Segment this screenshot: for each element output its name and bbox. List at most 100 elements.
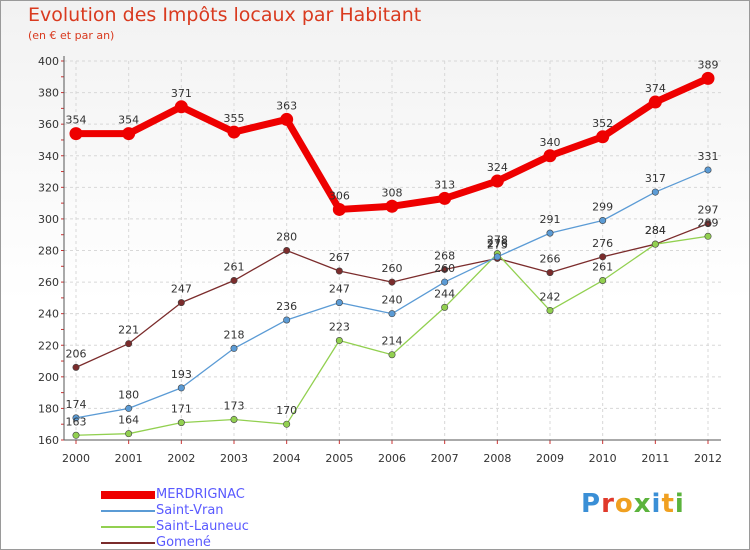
y-tick-label-160: 160 — [38, 434, 59, 447]
legend-label-saint-launeuc: Saint-Launeuc — [156, 519, 249, 534]
x-tick-label-2012: 2012 — [694, 452, 722, 465]
data-label-saint-launeuc-2004: 170 — [276, 404, 297, 417]
data-label-merdrignac-2000: 354 — [66, 114, 87, 127]
data-point-saint-vran-2002 — [177, 384, 185, 392]
data-point-gomen--2001 — [125, 340, 133, 348]
data-label-merdrignac-2004: 363 — [276, 99, 297, 112]
data-label-merdrignac-2010: 352 — [592, 117, 613, 130]
data-point-saint-launeuc-2006 — [388, 351, 396, 359]
data-label-merdrignac-2007: 313 — [434, 178, 455, 191]
data-point-gomen--2004 — [283, 247, 291, 255]
data-label-gomen--2012: 297 — [698, 204, 719, 217]
data-label-gomen--2004: 280 — [276, 231, 297, 244]
data-label-gomen--2005: 267 — [329, 251, 350, 264]
data-label-merdrignac-2001: 354 — [118, 114, 139, 127]
data-label-saint-vran-2003: 218 — [224, 328, 245, 341]
x-tick-label-2005: 2005 — [325, 452, 353, 465]
x-tick-label-2009: 2009 — [536, 452, 564, 465]
data-label-saint-launeuc-2000: 163 — [66, 415, 87, 428]
data-point-saint-launeuc-2012 — [704, 232, 712, 240]
data-label-gomen--2000: 206 — [66, 347, 87, 360]
logo-letter: i — [674, 489, 685, 519]
data-point-gomen--2000 — [72, 363, 80, 371]
data-point-merdrignac-2008 — [490, 174, 504, 188]
data-point-merdrignac-2002 — [174, 100, 188, 114]
data-point-saint-launeuc-2007 — [441, 303, 449, 311]
data-point-saint-launeuc-2005 — [335, 337, 343, 345]
data-point-saint-launeuc-2000 — [72, 431, 80, 439]
data-point-gomen--2012 — [704, 220, 712, 228]
data-label-saint-launeuc-2001: 164 — [118, 414, 139, 427]
data-point-gomen--2006 — [388, 278, 396, 286]
data-label-saint-vran-2004: 236 — [276, 300, 297, 313]
data-label-gomen--2006: 260 — [382, 262, 403, 275]
data-point-gomen--2009 — [546, 269, 554, 277]
y-tick-label-340: 340 — [38, 150, 59, 163]
legend-swatch-saint-vran — [101, 510, 155, 512]
data-point-saint-vran-2004 — [283, 316, 291, 324]
data-point-saint-vran-2008 — [493, 253, 501, 261]
data-point-gomen--2002 — [177, 299, 185, 307]
data-label-saint-launeuc-2003: 173 — [224, 399, 245, 412]
data-labels: 2062212472612802672602682752662762842971… — [66, 58, 719, 428]
y-tick-label-380: 380 — [38, 87, 59, 100]
data-label-merdrignac-2009: 340 — [540, 136, 561, 149]
x-tick-label-2008: 2008 — [483, 452, 511, 465]
y-tick-label-180: 180 — [38, 402, 59, 415]
data-label-saint-launeuc-2010: 261 — [592, 261, 613, 274]
chart-subtitle: (en € et par an) — [28, 29, 115, 42]
y-tick-label-360: 360 — [38, 118, 59, 131]
y-tick-label-400: 400 — [38, 55, 59, 68]
data-point-saint-vran-2007 — [441, 278, 449, 286]
data-label-saint-launeuc-2011: 284 — [645, 224, 666, 237]
axes: 160 180 200 220 240 260 280 300 320 340 360 380 400 2… — [38, 55, 722, 465]
data-label-merdrignac-2003: 355 — [224, 112, 245, 125]
y-tick-label-280: 280 — [38, 245, 59, 258]
data-point-merdrignac-2007 — [438, 191, 452, 205]
data-label-saint-vran-2008: 276 — [487, 237, 508, 250]
data-point-saint-launeuc-2011 — [651, 240, 659, 248]
data-label-merdrignac-2006: 308 — [382, 186, 403, 199]
x-tick-label-2011: 2011 — [641, 452, 669, 465]
data-label-gomen--2007: 268 — [434, 249, 455, 262]
data-label-saint-launeuc-2006: 214 — [382, 335, 403, 348]
data-point-saint-vran-2009 — [546, 229, 554, 237]
y-tick-label-260: 260 — [38, 276, 59, 289]
legend-label-gomen-: Gomené — [156, 535, 211, 550]
logo-letter: t — [661, 489, 675, 519]
data-label-saint-vran-2002: 193 — [171, 368, 192, 381]
data-point-saint-launeuc-2004 — [283, 420, 291, 428]
data-label-saint-launeuc-2012: 289 — [698, 216, 719, 229]
y-tick-label-320: 320 — [38, 181, 59, 194]
logo-letter: i — [651, 489, 662, 519]
gridlines — [64, 60, 721, 441]
proxiti-logo: Proxiti — [581, 489, 685, 519]
y-tick-label-300: 300 — [38, 213, 59, 226]
data-point-saint-vran-2005 — [335, 299, 343, 307]
data-point-merdrignac-2003 — [227, 125, 241, 139]
x-tick-label-2003: 2003 — [220, 452, 248, 465]
data-point-merdrignac-2011 — [648, 95, 662, 109]
data-label-saint-launeuc-2005: 223 — [329, 321, 350, 334]
data-point-saint-launeuc-2001 — [125, 430, 133, 438]
data-label-merdrignac-2002: 371 — [171, 87, 192, 100]
chart-title: Evolution des Impôts locaux par Habitant — [28, 4, 422, 26]
legend-label-saint-vran: Saint-Vran — [156, 503, 224, 518]
data-label-merdrignac-2012: 389 — [698, 58, 719, 71]
data-label-saint-vran-2010: 299 — [592, 200, 613, 213]
data-label-gomen--2008: 275 — [487, 238, 508, 251]
legend-swatch-saint-launeuc — [101, 526, 155, 528]
data-point-saint-launeuc-2009 — [546, 307, 554, 315]
data-point-gomen--2003 — [230, 277, 238, 285]
data-point-saint-vran-2011 — [651, 188, 659, 196]
y-tick-label-220: 220 — [38, 339, 59, 352]
data-point-merdrignac-2005 — [332, 202, 346, 216]
data-point-saint-vran-2012 — [704, 166, 712, 174]
data-label-saint-launeuc-2002: 171 — [171, 403, 192, 416]
data-point-merdrignac-2004 — [280, 112, 294, 126]
data-point-gomen--2007 — [441, 265, 449, 273]
data-label-saint-launeuc-2007: 244 — [434, 287, 455, 300]
data-label-saint-vran-2012: 331 — [698, 150, 719, 163]
x-tick-label-2007: 2007 — [431, 452, 459, 465]
